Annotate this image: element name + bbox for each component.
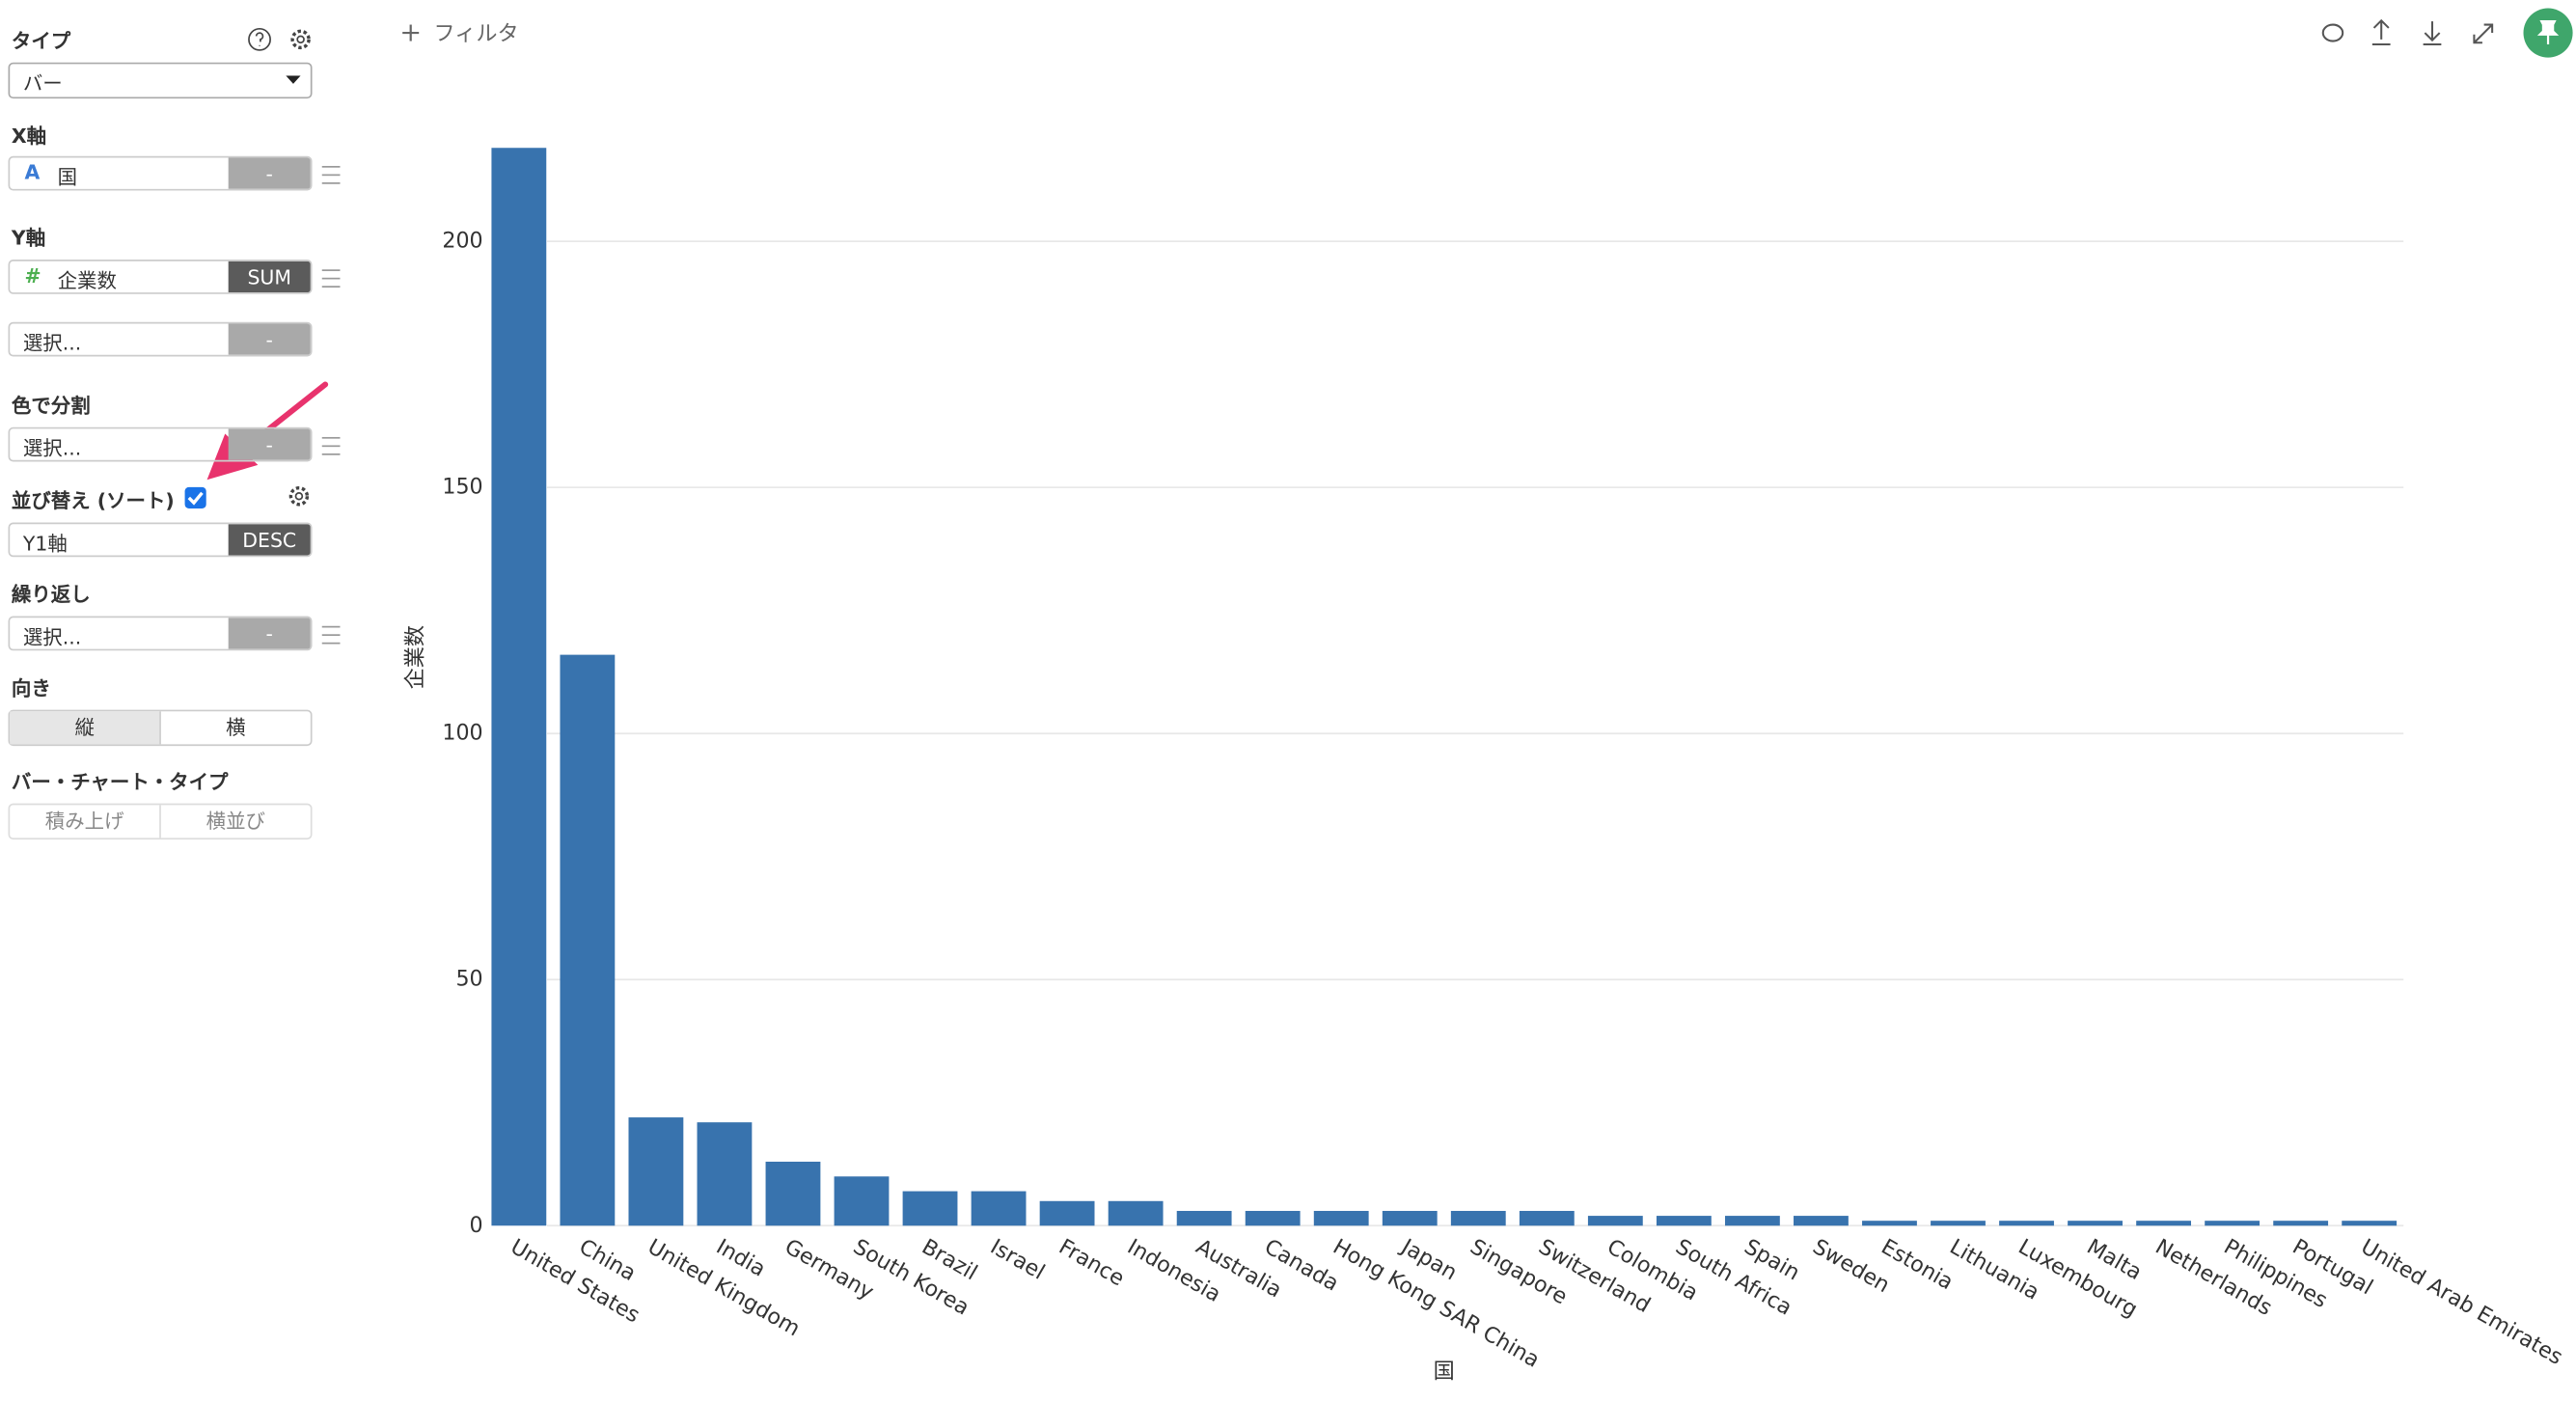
y-axis-title: 企業数 bbox=[402, 625, 427, 689]
download-icon[interactable] bbox=[2423, 21, 2442, 45]
settings-icon[interactable] bbox=[290, 29, 311, 50]
bar bbox=[1587, 1216, 1643, 1226]
sort-settings-icon[interactable] bbox=[286, 483, 312, 509]
y-tick-label: 0 bbox=[470, 1213, 483, 1238]
repeat-label: 繰り返し bbox=[11, 583, 91, 607]
y2-aggregation[interactable]: - bbox=[228, 323, 311, 355]
repeat-field[interactable]: 選択... - bbox=[8, 616, 313, 651]
x-tick-label: France bbox=[1055, 1234, 1129, 1291]
bar bbox=[697, 1122, 753, 1226]
bar bbox=[1862, 1221, 1917, 1226]
bar bbox=[2136, 1221, 2192, 1226]
x-axis-title: 国 bbox=[1434, 1359, 1455, 1384]
upload-icon[interactable] bbox=[2371, 18, 2391, 45]
x-tick-label: United Arab Emirates bbox=[2357, 1234, 2567, 1370]
repeat-menu[interactable] bbox=[321, 625, 341, 645]
bar bbox=[1245, 1210, 1301, 1226]
orientation-option[interactable]: 縦 bbox=[10, 711, 160, 745]
color-field[interactable]: 選択... - bbox=[8, 426, 313, 462]
sort-field[interactable]: Y1軸 DESC bbox=[8, 522, 313, 558]
y2-field-name: 選択... bbox=[22, 331, 82, 355]
x-field-name: 国 bbox=[57, 165, 78, 189]
bar bbox=[1382, 1210, 1438, 1226]
bar bbox=[628, 1117, 684, 1226]
bar bbox=[1313, 1210, 1369, 1226]
bar bbox=[1519, 1210, 1575, 1226]
x-aggregation[interactable]: - bbox=[228, 157, 311, 189]
comment-icon[interactable] bbox=[2321, 23, 2344, 42]
bar bbox=[491, 148, 547, 1226]
y-tick-label: 200 bbox=[442, 229, 482, 254]
sort-order[interactable]: DESC bbox=[228, 524, 311, 556]
bar bbox=[560, 654, 616, 1226]
filter-button[interactable]: フィルタ bbox=[402, 21, 519, 46]
number-type-icon: # bbox=[24, 264, 41, 288]
orientation-option[interactable]: 横 bbox=[159, 711, 311, 745]
x-tick-label: Israel bbox=[986, 1234, 1049, 1285]
bar bbox=[902, 1191, 958, 1226]
y2-field[interactable]: 選択... - bbox=[8, 321, 313, 357]
type-value: バー bbox=[22, 71, 63, 96]
x-tick-label: Sweden bbox=[1808, 1234, 1894, 1298]
x-menu[interactable] bbox=[321, 165, 341, 184]
y-field[interactable]: # 企業数 SUM bbox=[8, 260, 313, 294]
x-axis-label: X軸 bbox=[11, 124, 47, 149]
bar bbox=[1724, 1216, 1780, 1226]
expand-icon[interactable] bbox=[2473, 23, 2494, 44]
type-label: タイプ bbox=[11, 29, 71, 53]
bar-type-toggle: 積み上げ 横並び bbox=[8, 803, 313, 840]
type-select[interactable]: バー bbox=[8, 62, 313, 99]
bar bbox=[834, 1176, 890, 1226]
y-tick-label: 100 bbox=[442, 721, 482, 746]
sort-field-name: Y1軸 bbox=[22, 532, 68, 556]
sort-checkbox[interactable] bbox=[184, 486, 207, 509]
color-field-name: 選択... bbox=[22, 436, 82, 460]
dropdown-caret bbox=[286, 75, 301, 84]
bar bbox=[1039, 1200, 1095, 1226]
orientation-toggle: 縦 横 bbox=[8, 709, 313, 747]
color-label: 色で分割 bbox=[11, 394, 91, 418]
color-aggregation[interactable]: - bbox=[228, 428, 311, 460]
y-axis-label: Y軸 bbox=[11, 226, 46, 250]
bar bbox=[1450, 1210, 1506, 1226]
filter-label: フィルタ bbox=[434, 21, 519, 46]
bar bbox=[765, 1161, 821, 1226]
bar-type-label: バー・チャート・タイプ bbox=[11, 770, 229, 794]
help-glyph bbox=[255, 32, 264, 46]
bar bbox=[2342, 1221, 2398, 1226]
help-icon[interactable] bbox=[248, 27, 271, 51]
y-menu[interactable] bbox=[321, 269, 341, 288]
repeat-aggregation[interactable]: - bbox=[228, 618, 311, 649]
bar-type-option[interactable]: 横並び bbox=[159, 805, 311, 838]
bar bbox=[1931, 1221, 1986, 1226]
bar bbox=[1794, 1216, 1849, 1226]
y-field-name: 企業数 bbox=[57, 269, 117, 293]
bar bbox=[1176, 1210, 1232, 1226]
sort-label: 並び替え (ソート) bbox=[11, 489, 175, 513]
bar bbox=[1108, 1200, 1164, 1226]
y-tick-label: 150 bbox=[442, 475, 482, 500]
pin-icon bbox=[2536, 20, 2560, 44]
y-tick-label: 50 bbox=[455, 967, 482, 992]
bar bbox=[2068, 1221, 2123, 1226]
type-icons bbox=[248, 27, 311, 51]
repeat-field-name: 選択... bbox=[22, 625, 82, 649]
bar bbox=[2205, 1221, 2261, 1226]
text-type-icon: A bbox=[24, 160, 41, 184]
x-field[interactable]: A 国 - bbox=[8, 155, 313, 191]
bar bbox=[1656, 1216, 1712, 1226]
y-aggregation[interactable]: SUM bbox=[228, 261, 311, 293]
x-tick-label: Estonia bbox=[1877, 1234, 1958, 1295]
orientation-label: 向き bbox=[11, 676, 51, 700]
bar bbox=[1999, 1221, 2054, 1226]
bar bbox=[2273, 1221, 2329, 1226]
bar bbox=[971, 1191, 1027, 1226]
bar-type-option[interactable]: 積み上げ bbox=[44, 810, 124, 834]
settings-glyph bbox=[296, 35, 305, 44]
color-menu[interactable] bbox=[321, 436, 341, 455]
